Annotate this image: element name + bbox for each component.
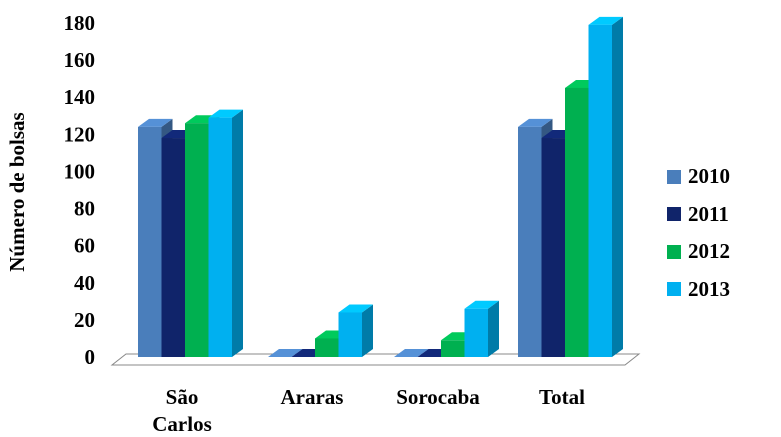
legend-swatch: [667, 282, 681, 297]
legend-item: 2011: [667, 196, 730, 234]
y-tick-label: 0: [85, 345, 96, 369]
legend: 2010 2011 2012 2013: [667, 158, 730, 308]
bar: [268, 349, 303, 357]
bar: [208, 109, 243, 357]
bars: [138, 16, 623, 358]
bar: [464, 300, 499, 357]
y-tick-label: 140: [64, 85, 96, 109]
y-tick-label: 80: [74, 197, 95, 221]
bar: [338, 304, 373, 357]
bar: [394, 349, 429, 357]
legend-swatch: [667, 169, 681, 184]
y-axis-label: Número de bolsas: [5, 112, 29, 271]
x-category-label: Carlos: [152, 412, 212, 436]
bar: [588, 16, 623, 357]
legend-label: 2010: [688, 164, 730, 189]
legend-swatch: [667, 244, 681, 259]
floor-plane: [110, 353, 641, 366]
x-category-label: Total: [539, 385, 585, 409]
x-category-label: Araras: [281, 385, 344, 409]
legend-label: 2013: [688, 276, 730, 301]
legend-item: 2013: [667, 271, 730, 309]
y-tick-label: 60: [74, 234, 95, 258]
legend-label: 2011: [688, 201, 729, 226]
y-tick-label: 20: [74, 308, 95, 332]
y-tick-label: 160: [64, 48, 96, 72]
x-category-label: Sorocaba: [396, 385, 480, 409]
legend-item: 2012: [667, 233, 730, 271]
y-axis-ticks: 0 20 40 60 80 100 120 140 160 180: [64, 11, 96, 369]
legend-swatch: [667, 207, 681, 222]
y-tick-label: 120: [64, 122, 96, 146]
x-category-label: São: [166, 385, 199, 409]
y-tick-label: 100: [64, 159, 96, 183]
y-tick-label: 40: [74, 271, 95, 295]
x-axis-labels: São Carlos Araras Sorocaba Total: [152, 385, 585, 436]
y-tick-label: 180: [64, 11, 96, 35]
chart-floor: [110, 353, 641, 366]
legend-label: 2012: [688, 239, 730, 264]
legend-item: 2010: [667, 158, 730, 196]
